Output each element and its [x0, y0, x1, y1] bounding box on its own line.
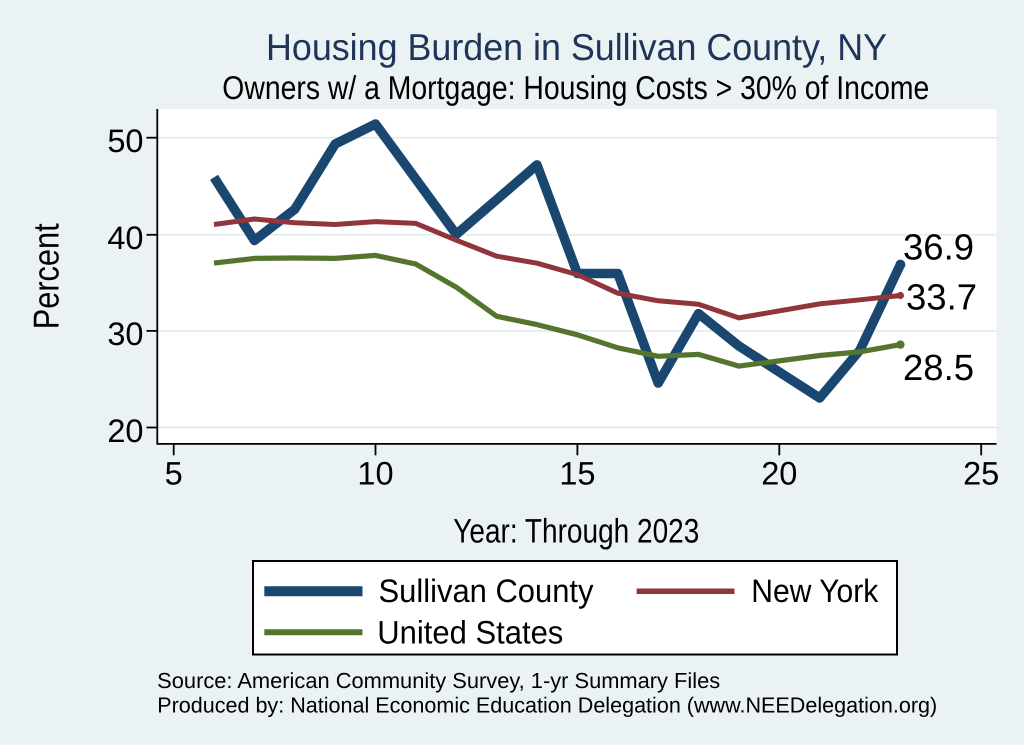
svg-text:36.9: 36.9	[903, 226, 974, 267]
svg-text:Sullivan County: Sullivan County	[379, 573, 595, 609]
svg-text:Percent: Percent	[26, 223, 67, 329]
svg-text:30: 30	[107, 316, 143, 352]
svg-text:Housing Burden in Sullivan Cou: Housing Burden in Sullivan County, NY	[266, 26, 887, 68]
svg-text:20: 20	[761, 456, 797, 492]
svg-text:Owners w/ a Mortgage: Housing: Owners w/ a Mortgage: Housing Costs > 30…	[222, 69, 929, 106]
svg-text:Source: American Community Sur: Source: American Community Survey, 1-yr …	[157, 668, 720, 693]
svg-text:United States: United States	[377, 615, 563, 651]
svg-text:Year: Through 2023: Year: Through 2023	[453, 513, 699, 551]
svg-text:20: 20	[107, 413, 143, 449]
svg-text:10: 10	[357, 456, 393, 492]
svg-text:New York: New York	[751, 573, 879, 609]
svg-text:50: 50	[107, 123, 143, 159]
svg-text:15: 15	[559, 456, 595, 492]
svg-text:33.7: 33.7	[906, 277, 977, 318]
svg-text:Produced by: National Economic: Produced by: National Economic Education…	[157, 693, 937, 718]
svg-text:28.5: 28.5	[903, 347, 974, 388]
svg-text:5: 5	[165, 456, 183, 492]
svg-text:25: 25	[963, 456, 999, 492]
svg-text:40: 40	[107, 220, 143, 256]
